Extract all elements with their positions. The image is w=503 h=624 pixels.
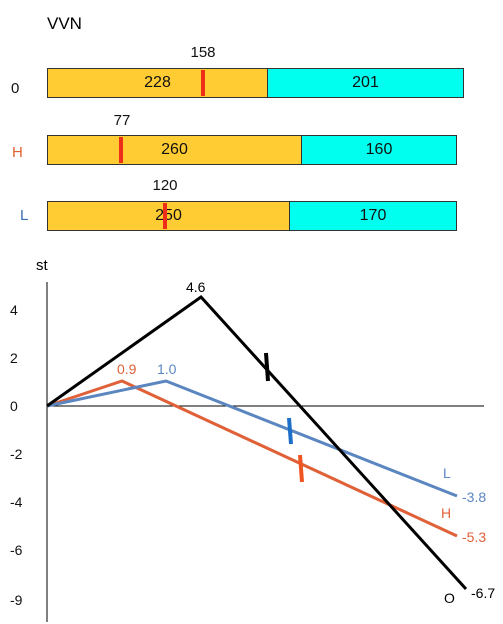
peak-label-o: 4.6 (186, 279, 206, 295)
peak-label-h: 0.9 (117, 361, 137, 377)
y-tick-label: 2 (10, 350, 18, 366)
series-line-l (47, 381, 457, 496)
series-name-h: H (441, 505, 451, 521)
y-tick-label: -4 (10, 494, 23, 510)
end-label-o: -6.7 (471, 585, 495, 601)
y-tick-label: 0 (10, 398, 18, 414)
end-label-l: -3.8 (462, 489, 486, 505)
y-tick-label: -6 (10, 542, 23, 558)
series-name-l: L (443, 465, 451, 481)
y-tick-label: -2 (10, 446, 23, 462)
end-label-h: -5.3 (462, 529, 486, 545)
series-tick-o (266, 353, 268, 381)
y-axis-label: st (36, 257, 49, 274)
series-tick-h (300, 455, 302, 482)
series-tick-l (289, 418, 291, 444)
y-tick-label: 4 (10, 302, 18, 318)
y-tick-label: -9 (10, 592, 23, 608)
peak-label-l: 1.0 (157, 361, 177, 377)
series-name-o: O (444, 590, 455, 606)
